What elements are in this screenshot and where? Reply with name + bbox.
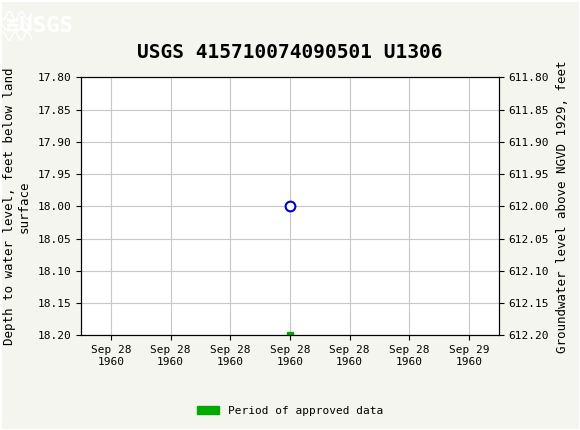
Text: USGS 415710074090501 U1306: USGS 415710074090501 U1306: [137, 43, 443, 62]
Text: ≡USGS: ≡USGS: [6, 16, 72, 36]
Y-axis label: Groundwater level above NGVD 1929, feet: Groundwater level above NGVD 1929, feet: [556, 60, 569, 353]
Y-axis label: Depth to water level, feet below land
surface: Depth to water level, feet below land su…: [3, 68, 31, 345]
Legend: Period of approved data: Period of approved data: [193, 401, 387, 420]
